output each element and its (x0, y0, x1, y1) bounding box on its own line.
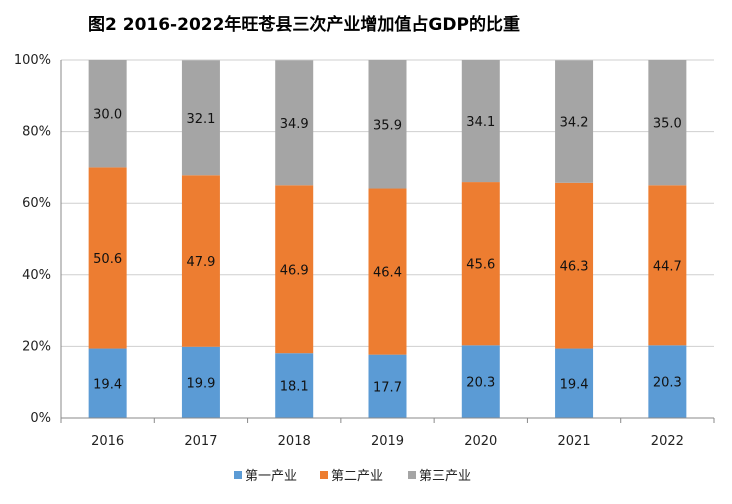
x-tick-label: 2020 (464, 434, 497, 449)
legend-swatch (234, 471, 242, 479)
bar-segment (461, 182, 500, 346)
bar-segment (181, 346, 220, 418)
y-tick-label: 40% (22, 268, 51, 283)
bar-segment (461, 345, 500, 418)
bar-segment (555, 182, 594, 349)
data-label: 20.3 (653, 376, 682, 391)
bar-segment (275, 60, 314, 186)
data-label: 19.4 (93, 377, 122, 392)
bar-segment (181, 175, 220, 347)
bar-segment (181, 60, 220, 176)
data-label: 35.9 (373, 118, 402, 133)
bars: 19.4 50.6 30.0 19.9 47.9 32.1 18.1 46.9 34.9 17.7… (88, 60, 687, 418)
data-label: 50.6 (93, 252, 122, 267)
legend-swatch (320, 471, 328, 479)
x-tick-label: 2019 (371, 434, 404, 449)
x-tick-label: 2017 (184, 434, 217, 449)
data-label: 46.3 (560, 260, 589, 275)
bar-segment (88, 348, 127, 418)
bar-segment (88, 60, 127, 168)
y-tick-label: 0% (30, 411, 51, 426)
legend-label: 第三产业 (419, 469, 471, 484)
data-label: 34.1 (466, 115, 495, 130)
y-tick-label: 80% (22, 125, 51, 140)
bar-segment (88, 167, 127, 349)
bar-segment (368, 60, 407, 189)
bar-segment (275, 353, 314, 418)
x-tick-label: 2018 (278, 434, 311, 449)
bar-segment (555, 348, 594, 418)
legend-label: 第二产业 (331, 469, 383, 484)
legend-label: 第一产业 (245, 469, 297, 484)
bar-segment (368, 188, 407, 355)
bar-segment (648, 60, 687, 186)
x-axis: 2016 2017 2018 2019 2020 2021 2022 (60, 417, 715, 449)
data-label: 47.9 (186, 255, 215, 270)
chart-title: 图2 2016-2022年旺苍县三次产业增加值占GDP的比重 (88, 14, 520, 35)
x-tick-label: 2021 (558, 434, 591, 449)
bar-segment (368, 354, 407, 418)
data-label: 20.3 (466, 376, 495, 391)
bar-segment (648, 185, 687, 346)
legend: 第一产业 第二产业 第三产业 (234, 469, 471, 484)
y-axis: 0% 20% 40% 60% 80% 100% (14, 53, 62, 426)
x-tick-label: 2016 (91, 434, 124, 449)
y-tick-label: 20% (22, 339, 51, 354)
data-label: 30.0 (93, 108, 122, 123)
data-label: 44.7 (653, 259, 682, 274)
data-label: 19.9 (186, 376, 215, 391)
data-label: 34.9 (280, 117, 309, 132)
x-tick-label: 2022 (651, 434, 684, 449)
data-label: 34.2 (560, 116, 589, 131)
legend-swatch (408, 471, 416, 479)
data-label: 46.9 (280, 263, 309, 278)
data-label: 17.7 (373, 380, 402, 395)
y-tick-label: 60% (22, 196, 51, 211)
data-label: 32.1 (186, 112, 215, 127)
data-label: 18.1 (280, 380, 309, 395)
data-label: 45.6 (466, 258, 495, 273)
bar-segment (461, 60, 500, 183)
data-label: 35.0 (653, 117, 682, 132)
bar-segment (648, 345, 687, 418)
y-tick-label: 100% (14, 53, 51, 68)
data-label: 19.4 (560, 377, 589, 392)
data-label: 46.4 (373, 266, 402, 281)
bar-segment (555, 60, 594, 183)
bar-segment (275, 185, 314, 354)
